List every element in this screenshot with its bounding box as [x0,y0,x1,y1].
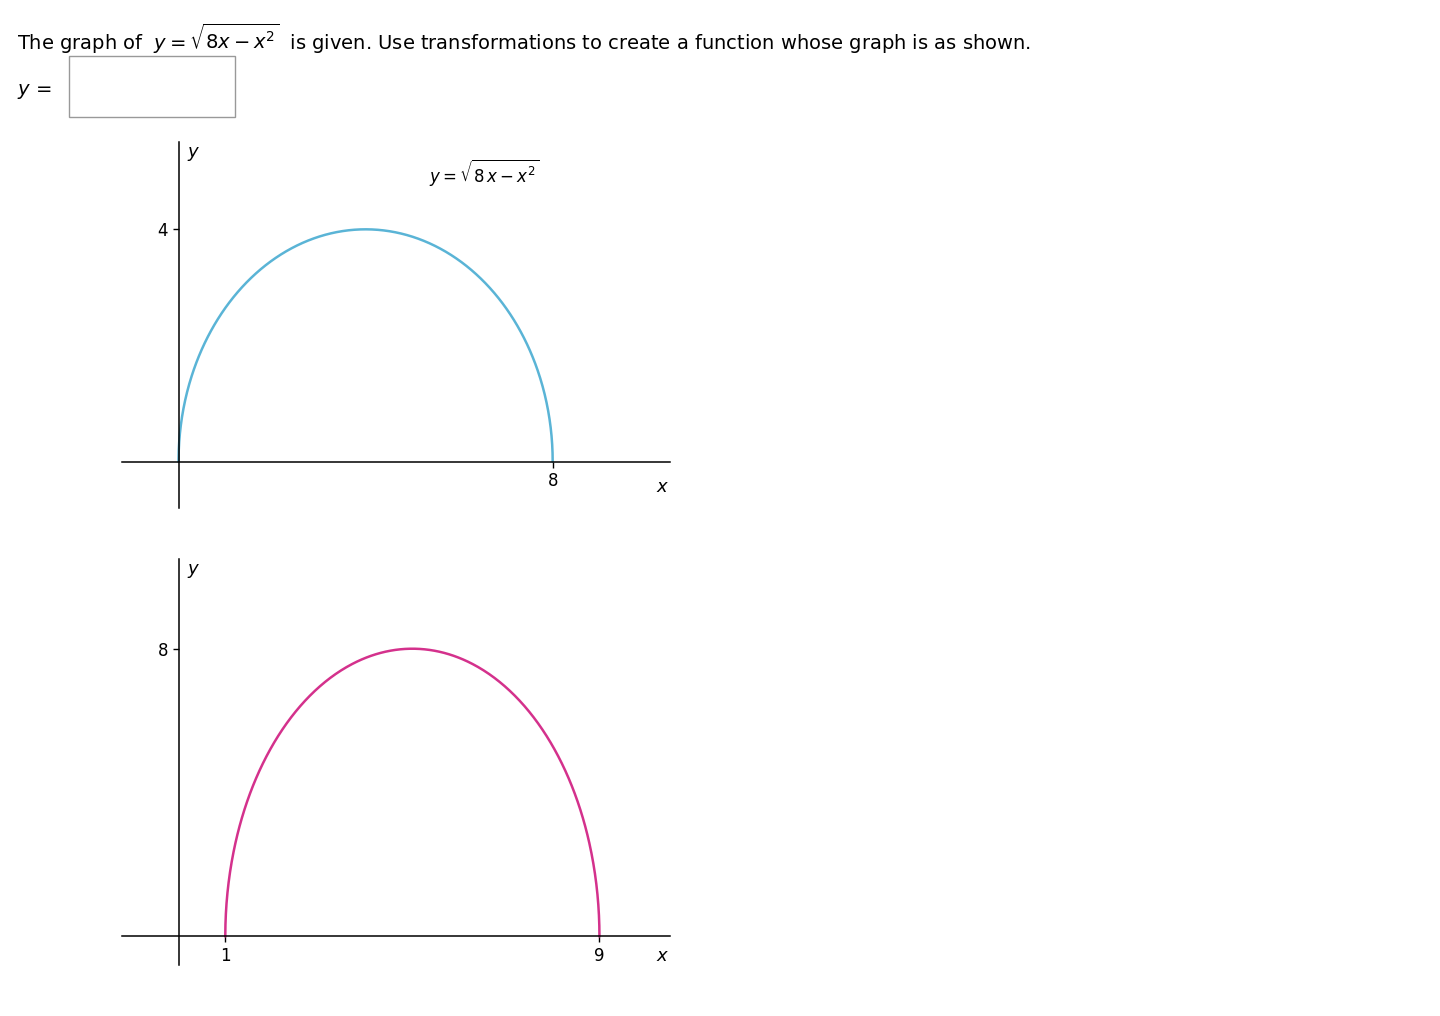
Text: $y$: $y$ [187,563,200,580]
Text: The graph of  $y = \sqrt{8x - x^2}$  is given. Use transformations to create a f: The graph of $y = \sqrt{8x - x^2}$ is gi… [17,22,1031,56]
Text: $y = \sqrt{8\,x - x^2}$: $y = \sqrt{8\,x - x^2}$ [429,156,539,188]
Text: $y\,=$: $y\,=$ [17,82,53,101]
Text: $y$: $y$ [187,145,200,164]
Text: $x$: $x$ [655,947,668,965]
Text: $x$: $x$ [655,478,668,496]
FancyBboxPatch shape [69,56,235,117]
